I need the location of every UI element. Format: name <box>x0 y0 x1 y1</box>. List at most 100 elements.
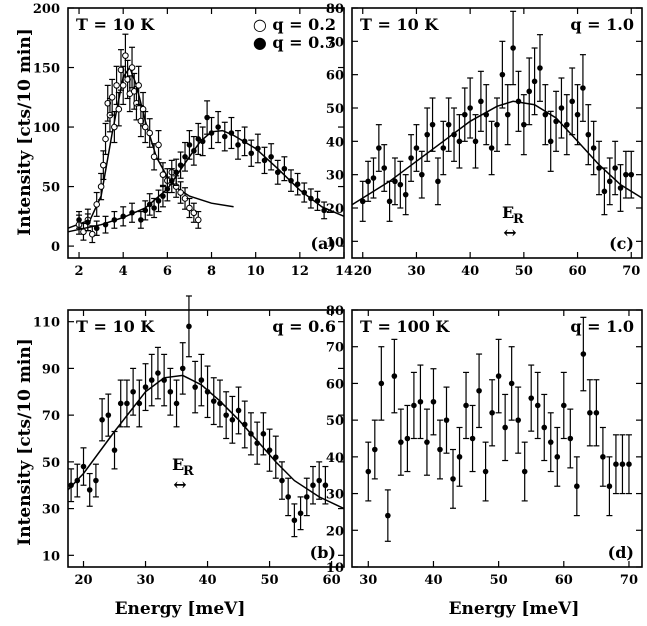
data-point-filled <box>117 400 124 407</box>
data-point-filled <box>541 424 548 431</box>
plot-frame <box>351 7 643 259</box>
data-point-open <box>128 64 136 71</box>
data-point-filled <box>585 131 592 138</box>
x-tick-label: 20 <box>354 264 372 279</box>
data-point-filled <box>248 150 255 157</box>
data-point-filled <box>537 65 543 71</box>
series-filled <box>365 316 632 542</box>
data-point-filled <box>623 171 629 178</box>
data-point-filled <box>291 517 298 524</box>
data-point-filled <box>397 181 404 188</box>
data-point-filled <box>515 98 522 105</box>
data-point-filled <box>430 398 437 405</box>
data-point-filled <box>450 476 456 482</box>
data-point-filled <box>370 175 377 181</box>
plot-frame <box>67 7 345 259</box>
data-point-filled <box>124 400 130 407</box>
data-point-filled <box>248 431 254 437</box>
data-point-filled <box>386 198 393 205</box>
data-point-filled <box>580 85 586 91</box>
series-filled <box>351 10 643 222</box>
data-point-open <box>113 82 120 89</box>
data-point-filled <box>215 124 221 130</box>
data-point-filled <box>560 402 567 409</box>
data-point-open <box>150 153 158 161</box>
series-filled <box>67 100 345 236</box>
y-tick-label: 70 <box>326 341 344 356</box>
y-tick-label: 50 <box>326 414 344 429</box>
y-tick-label: 10 <box>326 235 344 250</box>
data-point-filled <box>294 181 301 187</box>
x-tick-label: 40 <box>199 573 217 588</box>
er-label: E <box>502 203 514 222</box>
data-point-filled <box>142 384 149 390</box>
data-point-filled <box>534 402 541 409</box>
y-tick-label: 0 <box>51 240 60 255</box>
data-point-filled <box>161 377 167 383</box>
er-arrow: ↔ <box>503 223 516 242</box>
data-point-filled <box>381 165 388 171</box>
data-point-open <box>97 183 105 190</box>
data-point-filled <box>102 221 109 228</box>
x-tick-label: 50 <box>515 264 533 279</box>
data-point-filled <box>499 71 506 78</box>
data-point-filled <box>68 482 74 489</box>
x-tick-label: 70 <box>622 264 640 279</box>
data-point-filled <box>404 435 411 442</box>
data-point-open <box>108 93 116 101</box>
data-point-filled <box>297 510 304 517</box>
data-point-filled <box>285 494 291 500</box>
data-point-filled <box>574 111 581 118</box>
data-point-open <box>135 82 142 89</box>
data-point-filled <box>398 439 404 445</box>
data-point-filled <box>531 78 538 85</box>
data-point-filled <box>208 130 215 136</box>
y-tick-label: 10 <box>326 561 344 576</box>
data-point-filled <box>86 487 93 493</box>
data-point-open <box>119 82 127 89</box>
data-point-filled <box>255 145 261 152</box>
data-point-filled <box>590 145 597 151</box>
data-point-filled <box>261 157 268 164</box>
x-tick-label: 30 <box>359 573 377 588</box>
y-tick-label: 200 <box>33 2 60 17</box>
data-point-filled <box>461 111 468 118</box>
panel-d: 30 40 50 60 70 10 20 30 40 50 60 70 80 T = 100 K q = 1… <box>326 304 643 588</box>
y-tick-label: 60 <box>326 69 344 84</box>
data-point-filled <box>476 387 482 394</box>
y-tick-label: 100 <box>33 121 60 136</box>
data-point-filled <box>359 198 366 205</box>
data-point-filled <box>274 169 281 176</box>
data-point-filled <box>385 512 391 519</box>
data-point-filled <box>223 412 229 418</box>
y-tick-label: 70 <box>42 409 60 424</box>
data-point-filled <box>606 178 613 185</box>
data-point-filled <box>179 365 186 372</box>
data-point-filled <box>564 121 570 128</box>
data-point-filled <box>515 417 521 423</box>
data-point-filled <box>467 105 473 111</box>
data-point-filled <box>580 351 587 357</box>
panel-a: 2 4 6 8 10 12 14 0 50 100 150 200 T = 10 K ○ q = 0.2●… <box>33 2 353 279</box>
y-tick-label: 30 <box>326 488 344 503</box>
x-tick-label: 10 <box>247 264 265 279</box>
data-point-filled <box>288 177 294 184</box>
x-tick-label: 40 <box>461 264 479 279</box>
data-point-filled <box>173 400 180 407</box>
data-point-filled <box>142 207 149 214</box>
data-point-filled <box>547 439 554 445</box>
data-point-filled <box>574 483 580 490</box>
data-point-open <box>177 189 184 196</box>
data-point-filled <box>378 380 385 387</box>
data-point-filled <box>85 219 91 226</box>
data-point-filled <box>456 454 463 460</box>
plot-frame <box>351 309 643 568</box>
data-point-filled <box>411 402 417 409</box>
data-point-filled <box>130 388 136 395</box>
data-point-filled <box>191 148 197 154</box>
data-point-filled <box>489 410 495 416</box>
data-point-open <box>159 171 167 178</box>
data-point-filled <box>542 111 549 118</box>
data-point-filled <box>612 165 618 171</box>
